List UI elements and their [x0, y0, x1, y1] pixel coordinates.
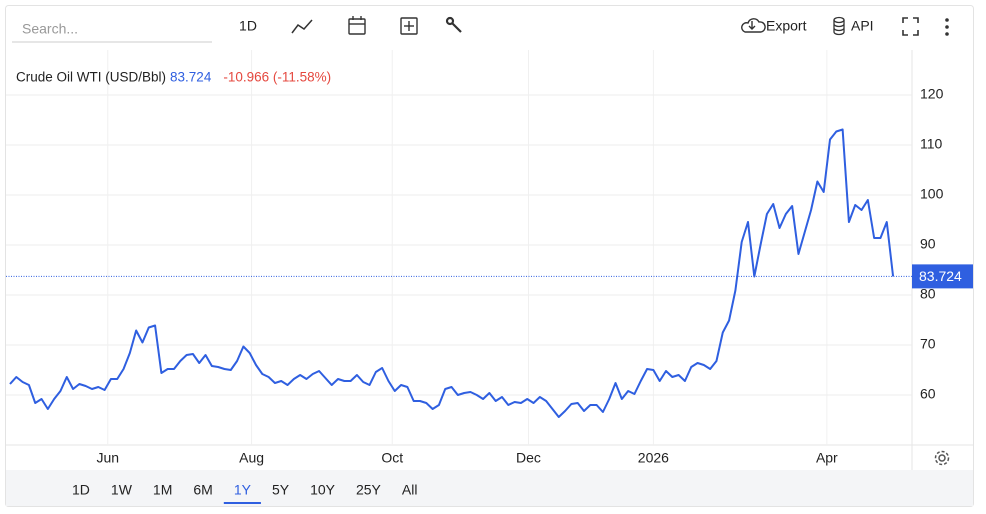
range-button[interactable]: 6M — [193, 482, 212, 498]
x-tick-label: Jun — [96, 450, 119, 466]
frame — [5, 5, 974, 507]
interval-button[interactable]: 1D — [239, 18, 257, 34]
chart-type-icon[interactable] — [291, 19, 313, 34]
range-button[interactable]: 5Y — [272, 482, 290, 498]
x-tick-label: Apr — [816, 450, 838, 466]
y-tick-label: 90 — [920, 236, 936, 252]
last-price: 83.724 — [170, 70, 212, 85]
x-tick-label: Dec — [516, 450, 541, 466]
range-button[interactable]: 10Y — [310, 482, 336, 498]
search-input[interactable]: Search... — [22, 21, 78, 37]
plot — [6, 128, 912, 418]
last-price-label: 83.724 — [919, 268, 962, 284]
y-tick-label: 80 — [920, 286, 936, 302]
price-change: -10.966 (-11.58%) — [223, 70, 331, 85]
price-line — [9, 128, 895, 418]
x-tick-label: 2026 — [638, 450, 669, 466]
y-tick-label: 110 — [920, 136, 943, 152]
export-button[interactable]: Export — [766, 18, 807, 34]
range-button[interactable]: 25Y — [356, 482, 382, 498]
add-indicator-icon[interactable] — [400, 17, 418, 35]
range-button[interactable]: 1M — [153, 482, 172, 498]
range-button[interactable]: All — [402, 482, 418, 498]
range-button[interactable]: 1Y — [234, 482, 252, 498]
y-tick-label: 120 — [920, 86, 944, 102]
y-tick-label: 70 — [920, 336, 936, 352]
fullscreen-icon[interactable] — [902, 17, 919, 36]
y-tick-label: 60 — [920, 386, 936, 402]
range-bar — [6, 470, 973, 506]
last-price-box — [912, 264, 973, 289]
y-tick-label: 100 — [920, 186, 944, 202]
chart-title: Crude Oil WTI (USD/Bbl) — [16, 70, 166, 85]
export-icon[interactable] — [741, 18, 766, 33]
api-button[interactable]: API — [851, 18, 874, 34]
range-button[interactable]: 1D — [72, 482, 90, 498]
api-icon[interactable] — [833, 16, 845, 36]
settings-icon[interactable] — [934, 450, 950, 466]
x-tick-label: Oct — [381, 450, 403, 466]
calendar-icon[interactable] — [348, 16, 366, 35]
x-tick-label: Aug — [239, 450, 264, 466]
tools-icon[interactable] — [445, 16, 462, 33]
menu-icon[interactable] — [945, 18, 949, 36]
range-button[interactable]: 1W — [111, 482, 133, 498]
range-buttons: 1D 1W 1M 6M 1Y 5Y 10Y 25Y All — [72, 482, 418, 504]
